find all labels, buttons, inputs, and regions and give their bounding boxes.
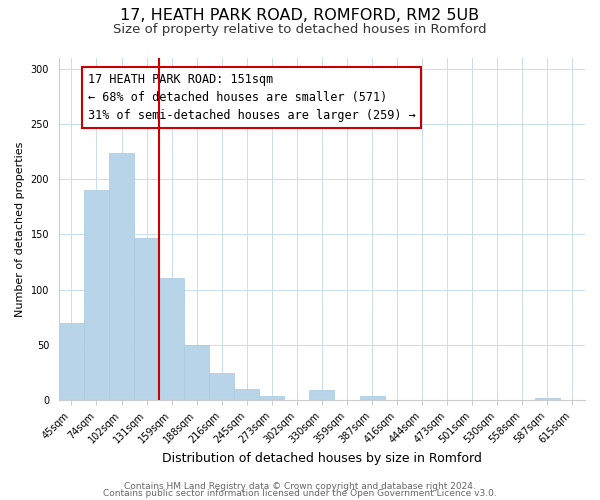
Bar (234, 390, 259, 400)
Bar (310, 390, 334, 400)
Bar (535, 398, 560, 400)
Bar (184, 345, 209, 401)
Bar (259, 396, 284, 400)
Text: Contains HM Land Registry data © Crown copyright and database right 2024.: Contains HM Land Registry data © Crown c… (124, 482, 476, 491)
Text: 17 HEATH PARK ROAD: 151sqm
← 68% of detached houses are smaller (571)
31% of sem: 17 HEATH PARK ROAD: 151sqm ← 68% of deta… (88, 73, 416, 122)
Text: Size of property relative to detached houses in Romford: Size of property relative to detached ho… (113, 22, 487, 36)
Bar (109, 152, 134, 400)
Bar (134, 238, 159, 400)
Bar (209, 373, 234, 400)
Bar (59, 323, 84, 400)
Text: 17, HEATH PARK ROAD, ROMFORD, RM2 5UB: 17, HEATH PARK ROAD, ROMFORD, RM2 5UB (121, 8, 479, 22)
Bar (359, 396, 385, 400)
X-axis label: Distribution of detached houses by size in Romford: Distribution of detached houses by size … (162, 452, 482, 465)
Bar (159, 278, 184, 400)
Text: Contains public sector information licensed under the Open Government Licence v3: Contains public sector information licen… (103, 489, 497, 498)
Bar (84, 190, 109, 400)
Y-axis label: Number of detached properties: Number of detached properties (15, 142, 25, 316)
